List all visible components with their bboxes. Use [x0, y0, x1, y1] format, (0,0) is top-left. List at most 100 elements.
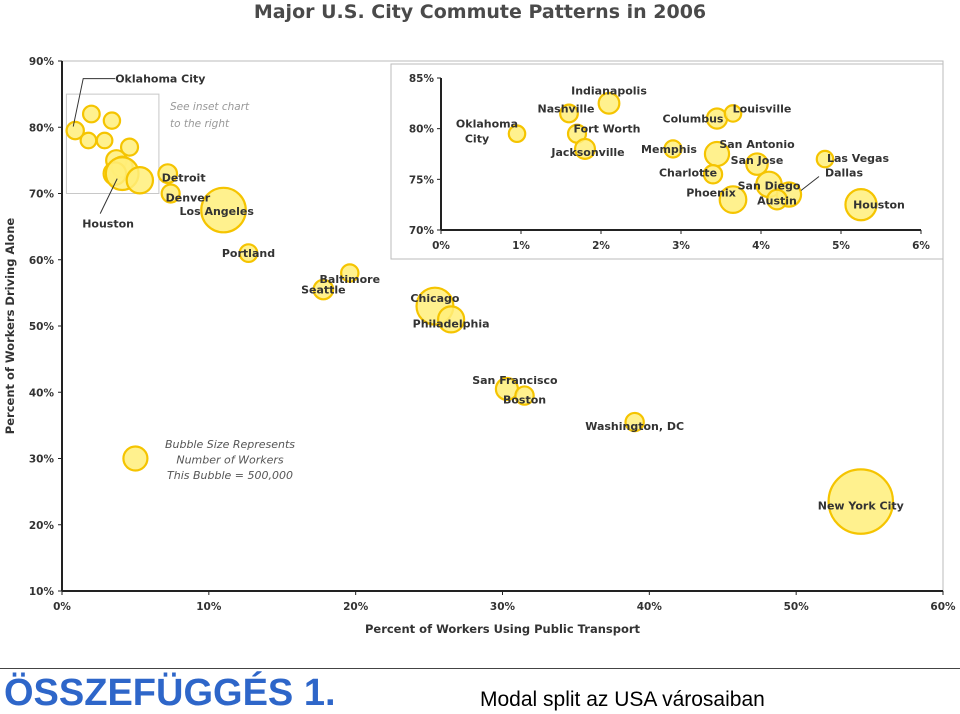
inset-bubble [745, 152, 769, 176]
inset-point-label: Fort Worth [574, 123, 641, 136]
inset-point-label: Charlotte [659, 166, 717, 179]
label-leader-line [72, 78, 116, 127]
x-tick-label: 20% [343, 601, 369, 613]
x-tick-label: 50% [784, 601, 810, 613]
bubble [95, 131, 114, 150]
inset-bubble [663, 139, 683, 159]
chart-title: Major U.S. City Commute Patterns in 2006 [254, 1, 706, 23]
slide-subtitle: Modal split az USA városaiban [480, 688, 765, 711]
point-label: Chicago [410, 292, 459, 305]
inset-label-leader-line [800, 176, 820, 191]
inset-point-label: San Antonio [719, 138, 795, 151]
point-label: Houston [82, 218, 134, 231]
inset-x-tick-label: 0% [432, 240, 450, 252]
inset-bubble [559, 103, 579, 124]
bubble [436, 305, 466, 334]
inset-bubble [597, 91, 621, 115]
point-label: New York City [818, 500, 904, 513]
x-tick-label: 10% [196, 601, 222, 613]
x-axis-label: Percent of Workers Using Public Transpor… [365, 622, 641, 636]
inset-region-box [65, 93, 160, 194]
point-label: Los Angeles [180, 205, 255, 218]
inset-y-tick-label: 75% [409, 174, 435, 186]
y-tick-label: 90% [29, 56, 55, 68]
bubble [157, 163, 179, 185]
bubble [312, 278, 335, 301]
slide-heading: ÖSSZEFÜGGÉS 1. [4, 672, 336, 714]
bubble [238, 243, 259, 264]
inset-point-label: Austin [757, 195, 797, 208]
inset-y-tick-label: 70% [409, 225, 435, 237]
inset-point-label: Columbus [663, 113, 724, 126]
inset-scatter-plot: 70% 75% 80% 85% 0% 1% 2% 3% 4% 5% 6% Oklahoma City Na… [390, 63, 944, 260]
bubble [102, 111, 122, 130]
y-tick-label: 70% [29, 189, 55, 201]
bubble-size-key [122, 445, 149, 472]
inset-x-tick-label: 6% [912, 240, 930, 252]
y-tick-label: 10% [29, 586, 55, 598]
point-label: Detroit [162, 172, 206, 185]
bubble [624, 411, 645, 433]
inset-bubble [844, 188, 878, 222]
inset-point-label: Las Vegas [827, 152, 889, 165]
main-scatter-plot: 10% 20% 30% 40% 50% 60% 70% 80% 90% 0% 10% 20% 30% 40… [3, 56, 956, 636]
bubble [79, 131, 98, 150]
inset-x-tick-label: 3% [672, 240, 690, 252]
point-label: Washington, DC [585, 420, 684, 433]
y-tick-label: 50% [29, 321, 55, 333]
inset-bubble [723, 104, 743, 123]
y-tick-label: 20% [29, 520, 55, 532]
inset-x-tick-label: 4% [752, 240, 770, 252]
bubble [514, 385, 535, 406]
inset-y-tick-label: 80% [409, 124, 435, 136]
bubble [81, 104, 101, 124]
y-tick-label: 40% [29, 387, 55, 399]
inset-point-label: Houston [853, 199, 905, 212]
inset-note-line-1: See inset chart [170, 101, 250, 113]
inset-y-tick-label: 85% [409, 73, 435, 85]
footer-divider [0, 668, 960, 669]
bubble-key-text: Bubble Size Represents [165, 438, 295, 451]
inset-point-label: San Jose [731, 154, 784, 167]
bubble [125, 166, 155, 195]
bubble [827, 468, 895, 535]
inset-bubble [766, 188, 788, 211]
point-label: Oklahoma City [115, 73, 205, 86]
inset-point-label: Louisville [733, 102, 792, 115]
bubble [340, 263, 360, 283]
x-tick-label: 0% [53, 601, 71, 613]
y-tick-label: 60% [29, 255, 55, 267]
inset-bubble [573, 137, 597, 160]
point-label: Denver [166, 192, 211, 205]
inset-bubble [702, 164, 724, 185]
x-tick-label: 60% [930, 601, 956, 613]
point-label: Portland [222, 247, 275, 260]
point-label: Boston [503, 394, 546, 407]
bubble-key-text: This Bubble = 500,000 [167, 469, 293, 482]
inset-point-label: Memphis [641, 143, 697, 156]
point-label: Philadelphia [413, 317, 490, 330]
inset-note-line-2: to the right [170, 118, 230, 130]
y-tick-label: 30% [29, 454, 55, 466]
y-tick-label: 80% [29, 122, 55, 134]
inset-bubble [815, 149, 835, 169]
bubble [200, 186, 247, 234]
x-tick-label: 30% [490, 601, 516, 613]
inset-point-label: Nashville [538, 102, 595, 115]
inset-bubble [507, 124, 527, 144]
x-tick-label: 40% [637, 601, 663, 613]
inset-point-label: Indianapolis [571, 84, 647, 97]
bubble [119, 137, 140, 157]
inset-point-label: Oklahoma City [456, 118, 518, 146]
bubble-key-text: Number of Workers [176, 454, 284, 467]
inset-point-label: San Diego [738, 179, 801, 192]
inset-point-label-line: City [465, 133, 489, 146]
inset-x-tick-label: 2% [592, 240, 610, 252]
inset-x-tick-label: 5% [832, 240, 850, 252]
inset-bubble [718, 185, 748, 214]
inset-x-tick-label: 1% [512, 240, 530, 252]
point-label: Seattle [301, 284, 346, 297]
commute-chart: Major U.S. City Commute Patterns in 2006… [3, 1, 956, 636]
bubble [65, 120, 85, 141]
inset-point-label: Dallas [825, 167, 864, 180]
